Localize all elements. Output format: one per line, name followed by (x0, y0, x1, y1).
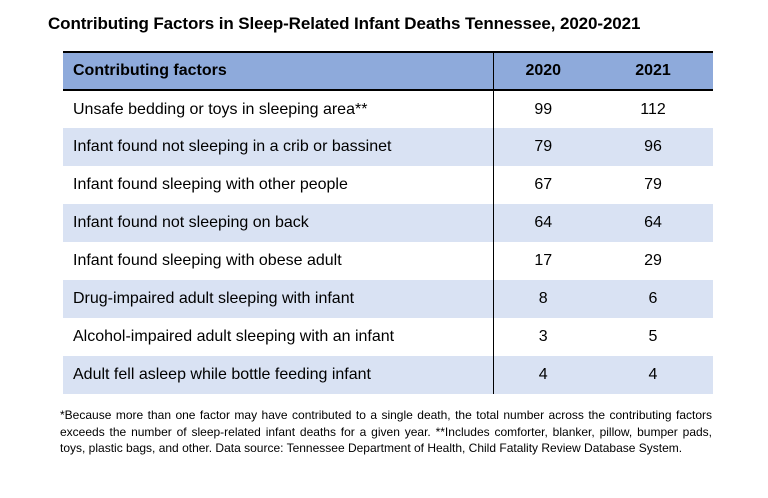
value-cell-2020: 17 (534, 252, 553, 269)
factor-cell: Drug-impaired adult sleeping with infant (63, 280, 494, 318)
value-cell-2021: 29 (644, 252, 662, 269)
column-header-2020: 2020 (493, 51, 593, 91)
table-row: Unsafe bedding or toys in sleeping area*… (63, 90, 713, 128)
factor-cell: Alcohol-impaired adult sleeping with an … (63, 318, 494, 356)
factor-cell: Infant found not sleeping in a crib or b… (63, 128, 494, 166)
table-row: Infant found not sleeping in a crib or b… (63, 128, 713, 166)
value-cell-2021: 79 (644, 176, 662, 193)
page: Contributing Factors in Sleep-Related In… (0, 13, 768, 457)
table-row: Adult fell asleep while bottle feeding i… (63, 356, 713, 394)
table-row: Infant found sleeping with obese adult 17… (63, 242, 713, 280)
footnote: *Because more than one factor may have c… (60, 408, 712, 455)
table-row: Infant found sleeping with other people 6… (63, 166, 713, 204)
value-cell-2021: 96 (593, 128, 713, 166)
column-header-2021: 2021 (593, 51, 713, 91)
factor-cell: Adult fell asleep while bottle feeding i… (63, 356, 494, 394)
value-cell-2020: 3 (538, 328, 548, 345)
column-header-factors: Contributing factors (63, 51, 494, 91)
factor-cell: Infant found sleeping with obese adult (63, 242, 494, 280)
value-cell-2020: 99 (534, 100, 553, 118)
factor-cell: Infant found not sleeping on back (63, 204, 494, 242)
table-row: Alcohol-impaired adult sleeping with an … (63, 318, 713, 356)
value-cell-2020: 64 (493, 204, 593, 242)
value-cell-2020: 4 (493, 356, 593, 394)
value-cell-2021: 112 (640, 100, 666, 118)
value-cell-2021: 6 (593, 280, 713, 318)
factor-cell: Unsafe bedding or toys in sleeping area*… (63, 90, 494, 128)
table-row: Drug-impaired adult sleeping with infant… (63, 280, 713, 318)
table-body: Unsafe bedding or toys in sleeping area*… (63, 90, 713, 394)
table-header-row: Contributing factors 2020 2021 (63, 51, 713, 91)
value-cell-2020: 67 (534, 176, 553, 193)
factor-cell: Infant found sleeping with other people (63, 166, 494, 204)
page-title: Contributing Factors in Sleep-Related In… (48, 14, 641, 33)
value-cell-2021: 4 (593, 356, 713, 394)
contributing-factors-table: Contributing factors 2020 2021 Unsafe be… (63, 51, 713, 394)
value-cell-2020: 79 (493, 128, 593, 166)
value-cell-2020: 8 (493, 280, 593, 318)
value-cell-2021: 64 (593, 204, 713, 242)
table-row: Infant found not sleeping on back 64 64 (63, 204, 713, 242)
value-cell-2021: 5 (648, 328, 658, 345)
